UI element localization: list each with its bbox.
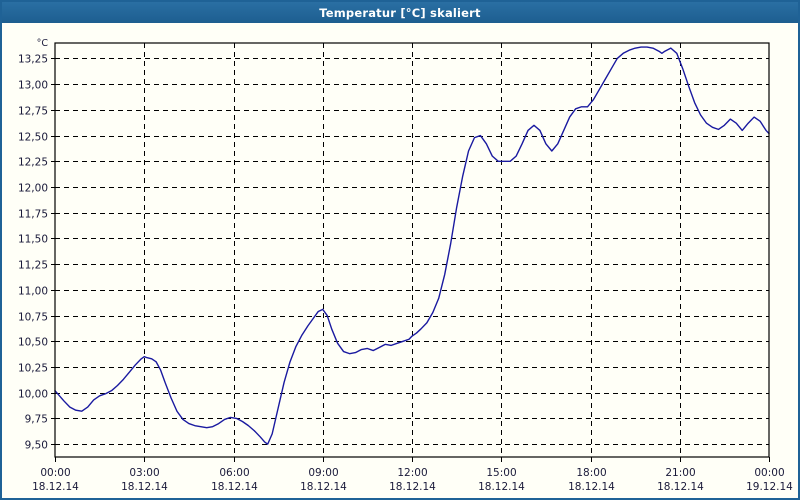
y-axis-tick-label: 10,25 [18, 362, 48, 374]
y-axis-tick-label: 9,75 [25, 413, 48, 425]
x-axis-date-label: 18.12.14 [211, 481, 258, 493]
x-axis-date-label: 19.12.14 [746, 481, 793, 493]
x-axis-date-label: 18.12.14 [478, 481, 525, 493]
x-axis-tick-labels: 00:00 18.12.14 03:00 18.12.14 06:00 18.12.14 0… [32, 467, 793, 493]
x-axis-date-label: 18.12.14 [657, 481, 704, 493]
x-axis-time-label: 21:00 [665, 467, 695, 479]
y-axis-tick-label: 11,50 [18, 233, 48, 245]
y-axis-unit-label: °C [37, 38, 49, 49]
x-axis-time-label: 06:00 [219, 467, 249, 479]
y-axis-tick-label: 10,00 [18, 388, 48, 400]
x-axis-date-label: 18.12.14 [32, 481, 79, 493]
y-axis-tick-label: 9,50 [25, 439, 48, 451]
y-axis-tick-label: 12,75 [18, 105, 48, 117]
y-axis-tick-labels: 13,25 13,00 12,75 12,50 12,25 12,00 11,75 11,50… [18, 53, 48, 451]
temperature-line-chart: 13,25 13,00 12,75 12,50 12,25 12,00 11,75 11,50… [2, 23, 798, 498]
y-axis-tick-label: 11,00 [18, 285, 48, 297]
chart-canvas: 13,25 13,00 12,75 12,50 12,25 12,00 11,75 11,50… [2, 23, 798, 498]
y-axis-tick-label: 12,00 [18, 182, 48, 194]
chart-gridlines [55, 43, 769, 457]
x-axis-time-label: 03:00 [129, 467, 159, 479]
x-axis-time-label: 00:00 [40, 467, 70, 479]
x-axis-time-label: 18:00 [576, 467, 606, 479]
y-axis-tick-label: 10,75 [18, 311, 48, 323]
x-axis-date-label: 18.12.14 [389, 481, 436, 493]
chart-background [2, 23, 798, 498]
y-axis-tick-label: 13,25 [18, 53, 48, 65]
y-axis-tick-label: 10,50 [18, 336, 48, 348]
x-axis-date-label: 18.12.14 [568, 481, 615, 493]
x-axis-time-label: 12:00 [397, 467, 427, 479]
plot-area-frame [54, 42, 770, 458]
x-axis-time-label: 15:00 [486, 467, 516, 479]
y-axis-tick-label: 12,25 [18, 156, 48, 168]
x-axis-time-label: 00:00 [754, 467, 784, 479]
temperature-series-line [54, 46, 770, 445]
page-title: Temperatur [°C] skaliert [319, 5, 481, 20]
axis-tick-marks [51, 58, 770, 462]
window-titlebar: Temperatur [°C] skaliert [2, 2, 798, 23]
x-axis-date-label: 18.12.14 [121, 481, 168, 493]
y-axis-tick-label: 11,25 [18, 259, 48, 271]
y-axis-tick-label: 11,75 [18, 208, 48, 220]
x-axis-time-label: 09:00 [308, 467, 338, 479]
y-axis-tick-label: 12,50 [18, 131, 48, 143]
y-axis-tick-label: 13,00 [18, 79, 48, 91]
x-axis-date-label: 18.12.14 [300, 481, 347, 493]
